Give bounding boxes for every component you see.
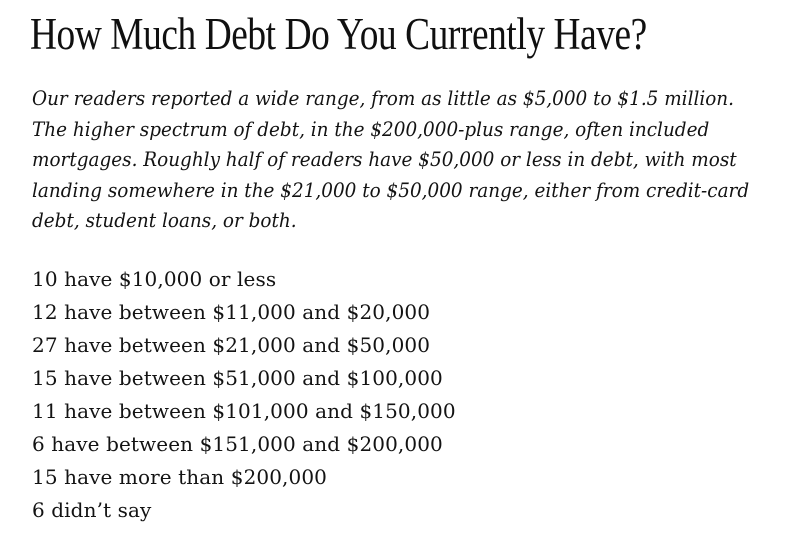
stat-line: 6 didn’t say: [32, 498, 152, 522]
intro-line: The higher spectrum of debt, in the $200…: [32, 116, 710, 141]
intro-line: Our readers reported a wide range, from …: [32, 86, 735, 110]
stat-line: 15 have between $51,000 and $100,000: [32, 366, 443, 390]
stat-line: 6 have between $151,000 and $200,000: [32, 432, 443, 456]
stat-line: 10 have $10,000 or less: [32, 267, 277, 291]
stat-line: 15 have more than $200,000: [32, 465, 327, 489]
debt-stats-list: 10 have $10,000 or less 12 have between …: [32, 263, 456, 527]
intro-line: mortgages. Roughly half of readers have …: [32, 147, 737, 171]
article-title: How Much Debt Do You Currently Have?: [30, 9, 647, 59]
intro-line: debt, student loans, or both.: [32, 208, 297, 232]
intro-paragraph: Our readers reported a wide range, from …: [32, 83, 749, 236]
stat-line: 12 have between $11,000 and $20,000: [32, 300, 431, 324]
stat-line: 27 have between $21,000 and $50,000: [32, 333, 431, 357]
stat-line: 11 have between $101,000 and $150,000: [32, 399, 456, 423]
intro-line: landing somewhere in the $21,000 to $50,…: [32, 177, 750, 202]
